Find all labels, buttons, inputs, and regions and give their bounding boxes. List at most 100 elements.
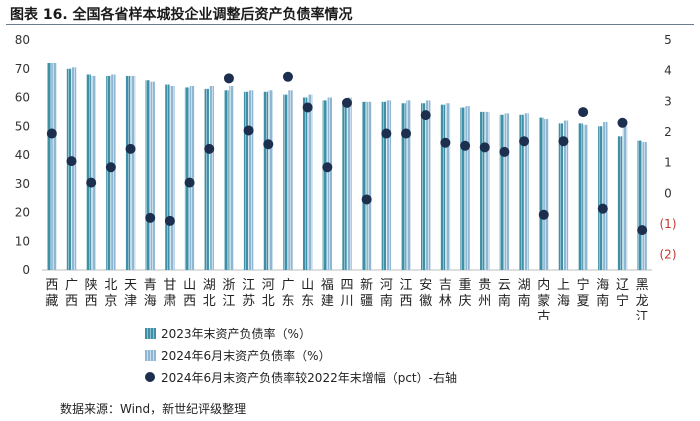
y-right-tick-label: 4 xyxy=(664,64,672,78)
bar-2023 xyxy=(125,75,131,270)
x-tick-label: 河 xyxy=(262,278,275,293)
bar-2024h1 xyxy=(130,75,136,270)
bar-2023 xyxy=(224,90,229,270)
x-tick-label: 上 xyxy=(557,278,570,293)
change-point xyxy=(105,162,116,173)
x-tick-label: 江 xyxy=(636,310,649,320)
x-tick-label: 西 xyxy=(65,294,78,309)
change-point xyxy=(420,110,431,121)
y-left-tick-label: 30 xyxy=(15,177,30,191)
x-tick-label: 东 xyxy=(301,294,314,309)
x-tick-label: 江 xyxy=(222,294,235,309)
x-tick-label: 浙 xyxy=(222,278,235,293)
bar-2024h1 xyxy=(347,97,352,270)
change-point xyxy=(401,128,412,139)
bar-2023 xyxy=(145,80,150,270)
x-tick-label: 宁 xyxy=(577,277,590,293)
bar-2024h1 xyxy=(111,74,116,270)
bar-2023 xyxy=(165,84,170,270)
bar-2023 xyxy=(263,91,268,270)
legend-label-2023: 2023年末资产负债率（%） xyxy=(161,326,311,341)
legend-item-2023: 2023年末资产负债率（%） xyxy=(145,322,457,344)
bar-2024h1 xyxy=(426,100,431,270)
x-tick-label: 安 xyxy=(419,278,432,293)
change-point xyxy=(86,177,97,188)
bar-2023 xyxy=(243,91,249,270)
bar-2023 xyxy=(381,101,387,270)
change-point xyxy=(342,97,352,108)
x-tick-label: 山 xyxy=(183,278,196,293)
bar-2023 xyxy=(637,140,642,270)
x-tick-label: 北 xyxy=(104,278,117,293)
bar-2023 xyxy=(86,74,91,270)
x-tick-label: 吉 xyxy=(439,278,452,293)
x-tick-label: 广 xyxy=(65,278,78,293)
bar-2023 xyxy=(440,104,446,270)
change-point xyxy=(558,136,569,147)
bar-2023 xyxy=(322,100,328,270)
y-right-tick-label: 5 xyxy=(664,33,672,47)
bar-2023 xyxy=(283,94,288,270)
bar-2024h1 xyxy=(327,97,333,270)
x-tick-label: 江 xyxy=(242,278,255,293)
change-point xyxy=(460,140,471,151)
bar-2023 xyxy=(519,114,524,270)
x-tick-label: 北 xyxy=(262,294,275,309)
legend-label-change: 2024年6月末资产负债率较2022年末增幅（pct）-右轴 xyxy=(161,370,457,385)
x-tick-label: 黑 xyxy=(636,278,649,293)
x-tick-label: 海 xyxy=(144,294,157,309)
x-tick-label: 西 xyxy=(400,294,413,309)
bar-2024h1 xyxy=(544,119,549,270)
change-point xyxy=(578,107,589,118)
x-tick-label: 徽 xyxy=(419,294,432,309)
bar-2024h1 xyxy=(366,101,372,270)
x-tick-label: 湖 xyxy=(203,278,216,293)
bar-2024h1 xyxy=(150,81,155,270)
bar-2024h1 xyxy=(386,100,392,270)
x-tick-label: 内 xyxy=(537,277,550,293)
change-point xyxy=(66,156,77,167)
bar-2024h1 xyxy=(209,86,214,270)
change-point xyxy=(184,177,195,188)
y-left-tick-label: 50 xyxy=(15,119,30,133)
x-tick-label: 南 xyxy=(518,293,531,309)
x-tick-label: 陕 xyxy=(85,278,98,293)
title-divider xyxy=(6,24,694,25)
bar-2023 xyxy=(302,97,308,270)
source-note: 数据来源：Wind，新世纪评级整理 xyxy=(60,402,247,416)
legend-swatch-2023 xyxy=(145,327,156,339)
change-point xyxy=(381,128,392,139)
x-tick-label: 肃 xyxy=(163,294,176,309)
y-left-tick-label: 0 xyxy=(22,263,30,277)
x-tick-label: 蒙 xyxy=(537,294,550,309)
bar-2023 xyxy=(106,75,111,270)
x-tick-label: 宁 xyxy=(616,293,629,309)
bar-2024h1 xyxy=(504,113,510,270)
change-point xyxy=(617,117,628,128)
bar-2023 xyxy=(617,136,623,270)
bar-2023 xyxy=(204,88,209,270)
bar-2024h1 xyxy=(406,100,411,270)
bar-2024h1 xyxy=(583,124,588,270)
y-left-tick-label: 60 xyxy=(15,91,30,105)
change-point xyxy=(145,212,156,223)
bar-2023 xyxy=(480,111,485,270)
bar-2024h1 xyxy=(288,90,293,270)
bar-2024h1 xyxy=(229,86,234,270)
change-point xyxy=(637,225,648,236)
y-left-tick-label: 70 xyxy=(15,62,30,76)
x-tick-label: 苏 xyxy=(242,293,255,309)
chart-svg: 01020304050607080(2)(1)012345西藏广西陕西北京天津青… xyxy=(15,33,677,320)
bar-2023 xyxy=(361,101,367,270)
x-tick-label: 建 xyxy=(321,294,334,309)
change-point xyxy=(322,162,333,173)
bar-2023 xyxy=(342,100,347,270)
x-tick-label: 青 xyxy=(144,278,157,293)
bar-2023 xyxy=(598,126,603,270)
bar-2024h1 xyxy=(307,94,313,270)
x-tick-label: 云 xyxy=(498,278,511,293)
y-right-tick-label: (2) xyxy=(660,248,677,262)
legend-label-2024h1: 2024年6月末资产负债率（%） xyxy=(161,348,331,363)
bar-2023 xyxy=(421,103,426,270)
bar-2024h1 xyxy=(52,63,57,270)
